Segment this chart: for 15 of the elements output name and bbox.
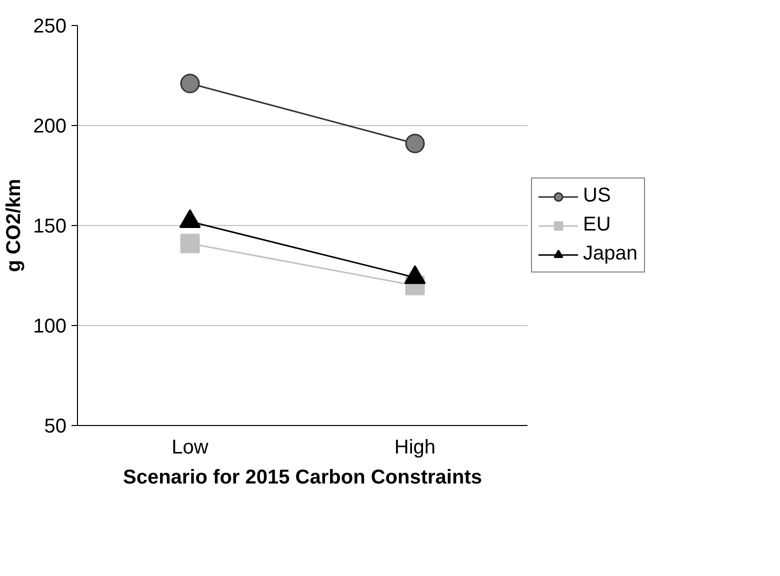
x-tick-label: Low	[172, 436, 209, 458]
y-tick-label: 250	[33, 16, 67, 38]
point	[180, 234, 200, 254]
legend-label: US	[583, 184, 611, 208]
y-tick-label: 100	[33, 316, 67, 338]
point	[180, 74, 200, 94]
y-tick-label: 50	[44, 416, 67, 438]
point	[405, 134, 425, 154]
legend-label: Japan	[583, 242, 638, 266]
legend-label: EU	[583, 214, 611, 236]
y-tick-label: 150	[33, 216, 67, 238]
x-tick-label: High	[394, 436, 436, 458]
y-axis-title: g CO2/km	[3, 178, 26, 272]
y-tick-label: 200	[33, 116, 67, 138]
x-axis-title: Scenario for 2015 Carbon Constraints	[123, 466, 482, 488]
